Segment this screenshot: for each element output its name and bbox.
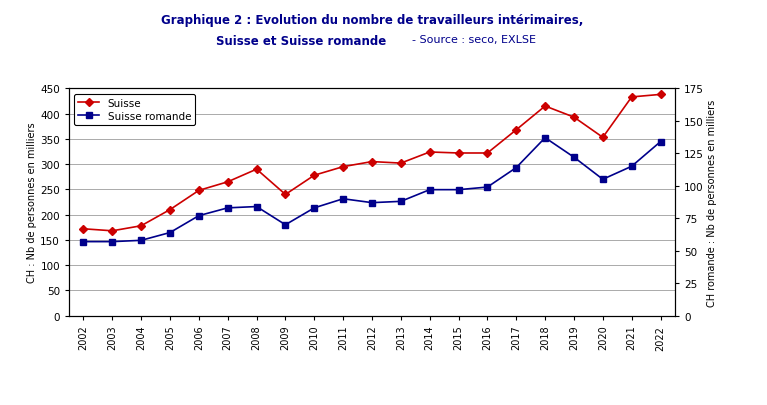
Suisse — [79, 227, 88, 232]
Suisse romande — [569, 156, 578, 160]
Suisse romande — [281, 223, 290, 228]
Suisse — [454, 151, 463, 156]
Suisse — [482, 151, 492, 156]
Suisse — [223, 180, 232, 185]
Suisse romande — [541, 136, 550, 141]
Suisse romande — [425, 188, 434, 193]
Suisse — [281, 192, 290, 197]
Legend: Suisse, Suisse romande: Suisse, Suisse romande — [74, 94, 196, 126]
Suisse — [137, 224, 146, 228]
Suisse romande — [627, 164, 637, 169]
Suisse romande — [223, 206, 232, 211]
Line: Suisse: Suisse — [81, 92, 663, 234]
Suisse romande — [656, 140, 665, 145]
Suisse romande — [338, 197, 347, 202]
Suisse romande — [166, 230, 175, 235]
Suisse — [194, 188, 203, 193]
Suisse — [598, 136, 607, 141]
Suisse — [166, 208, 175, 213]
Suisse — [107, 229, 117, 234]
Suisse romande — [482, 185, 492, 190]
Suisse — [541, 104, 550, 109]
Line: Suisse romande: Suisse romande — [81, 136, 663, 245]
Y-axis label: CH romande : Nb de personnes en milliers: CH romande : Nb de personnes en milliers — [706, 99, 716, 306]
Suisse romande — [79, 240, 88, 245]
Suisse romande — [310, 206, 319, 211]
Suisse — [338, 165, 347, 170]
Suisse romande — [367, 201, 377, 206]
Suisse romande — [252, 205, 262, 209]
Suisse — [569, 115, 578, 120]
Suisse romande — [397, 199, 406, 204]
Suisse — [512, 128, 521, 133]
Y-axis label: CH : Nb de personnes en milliers: CH : Nb de personnes en milliers — [28, 122, 38, 283]
Suisse — [425, 150, 434, 155]
Suisse — [397, 161, 406, 166]
Suisse romande — [454, 188, 463, 193]
Suisse — [656, 93, 665, 98]
Suisse romande — [598, 177, 607, 182]
Text: Suisse et Suisse romande: Suisse et Suisse romande — [216, 34, 387, 47]
Text: - Source : seco, EXLSE: - Source : seco, EXLSE — [412, 34, 536, 45]
Suisse — [627, 95, 637, 100]
Suisse romande — [512, 166, 521, 171]
Suisse romande — [137, 238, 146, 243]
Suisse romande — [107, 240, 117, 245]
Text: Graphique 2 : Evolution du nombre de travailleurs intérimaires,: Graphique 2 : Evolution du nombre de tra… — [161, 14, 583, 27]
Suisse — [367, 160, 377, 164]
Suisse — [310, 173, 319, 178]
Suisse romande — [194, 214, 203, 219]
Suisse — [252, 167, 262, 172]
